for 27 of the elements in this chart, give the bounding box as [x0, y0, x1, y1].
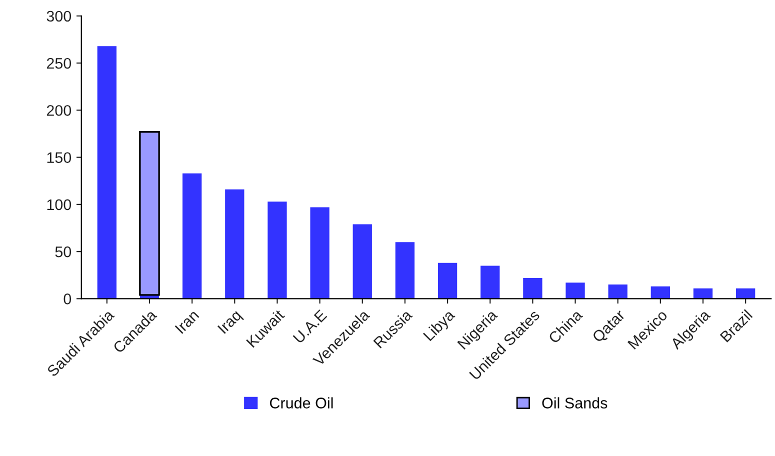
bar: [310, 207, 330, 299]
bar: [736, 288, 756, 299]
bar: [352, 224, 372, 299]
bar: [608, 284, 628, 299]
bar: [182, 173, 202, 299]
legend-label: Oil Sands: [542, 397, 608, 408]
bar: [693, 288, 713, 299]
y-tick-label: 200: [46, 105, 72, 116]
y-tick-label: 250: [46, 58, 72, 69]
bar: [523, 278, 542, 299]
y-tick-label: 100: [47, 199, 72, 210]
bar: [566, 282, 585, 299]
y-tick-label: 50: [55, 246, 72, 258]
bar: [97, 46, 116, 299]
bar: [395, 242, 415, 299]
y-tick-label: 150: [47, 152, 72, 164]
bar: [268, 202, 287, 299]
legend-label: Crude Oil: [270, 397, 333, 408]
y-tick-label: 300: [46, 10, 72, 22]
bar: [438, 262, 458, 299]
x-tick-label: Iraq: [217, 309, 244, 336]
x-tick-label: Iran: [174, 310, 200, 334]
bar: [480, 266, 500, 299]
bar: [225, 189, 244, 299]
bar: [650, 286, 670, 299]
y-tick-label: 0: [64, 294, 72, 304]
bar: [139, 131, 160, 296]
